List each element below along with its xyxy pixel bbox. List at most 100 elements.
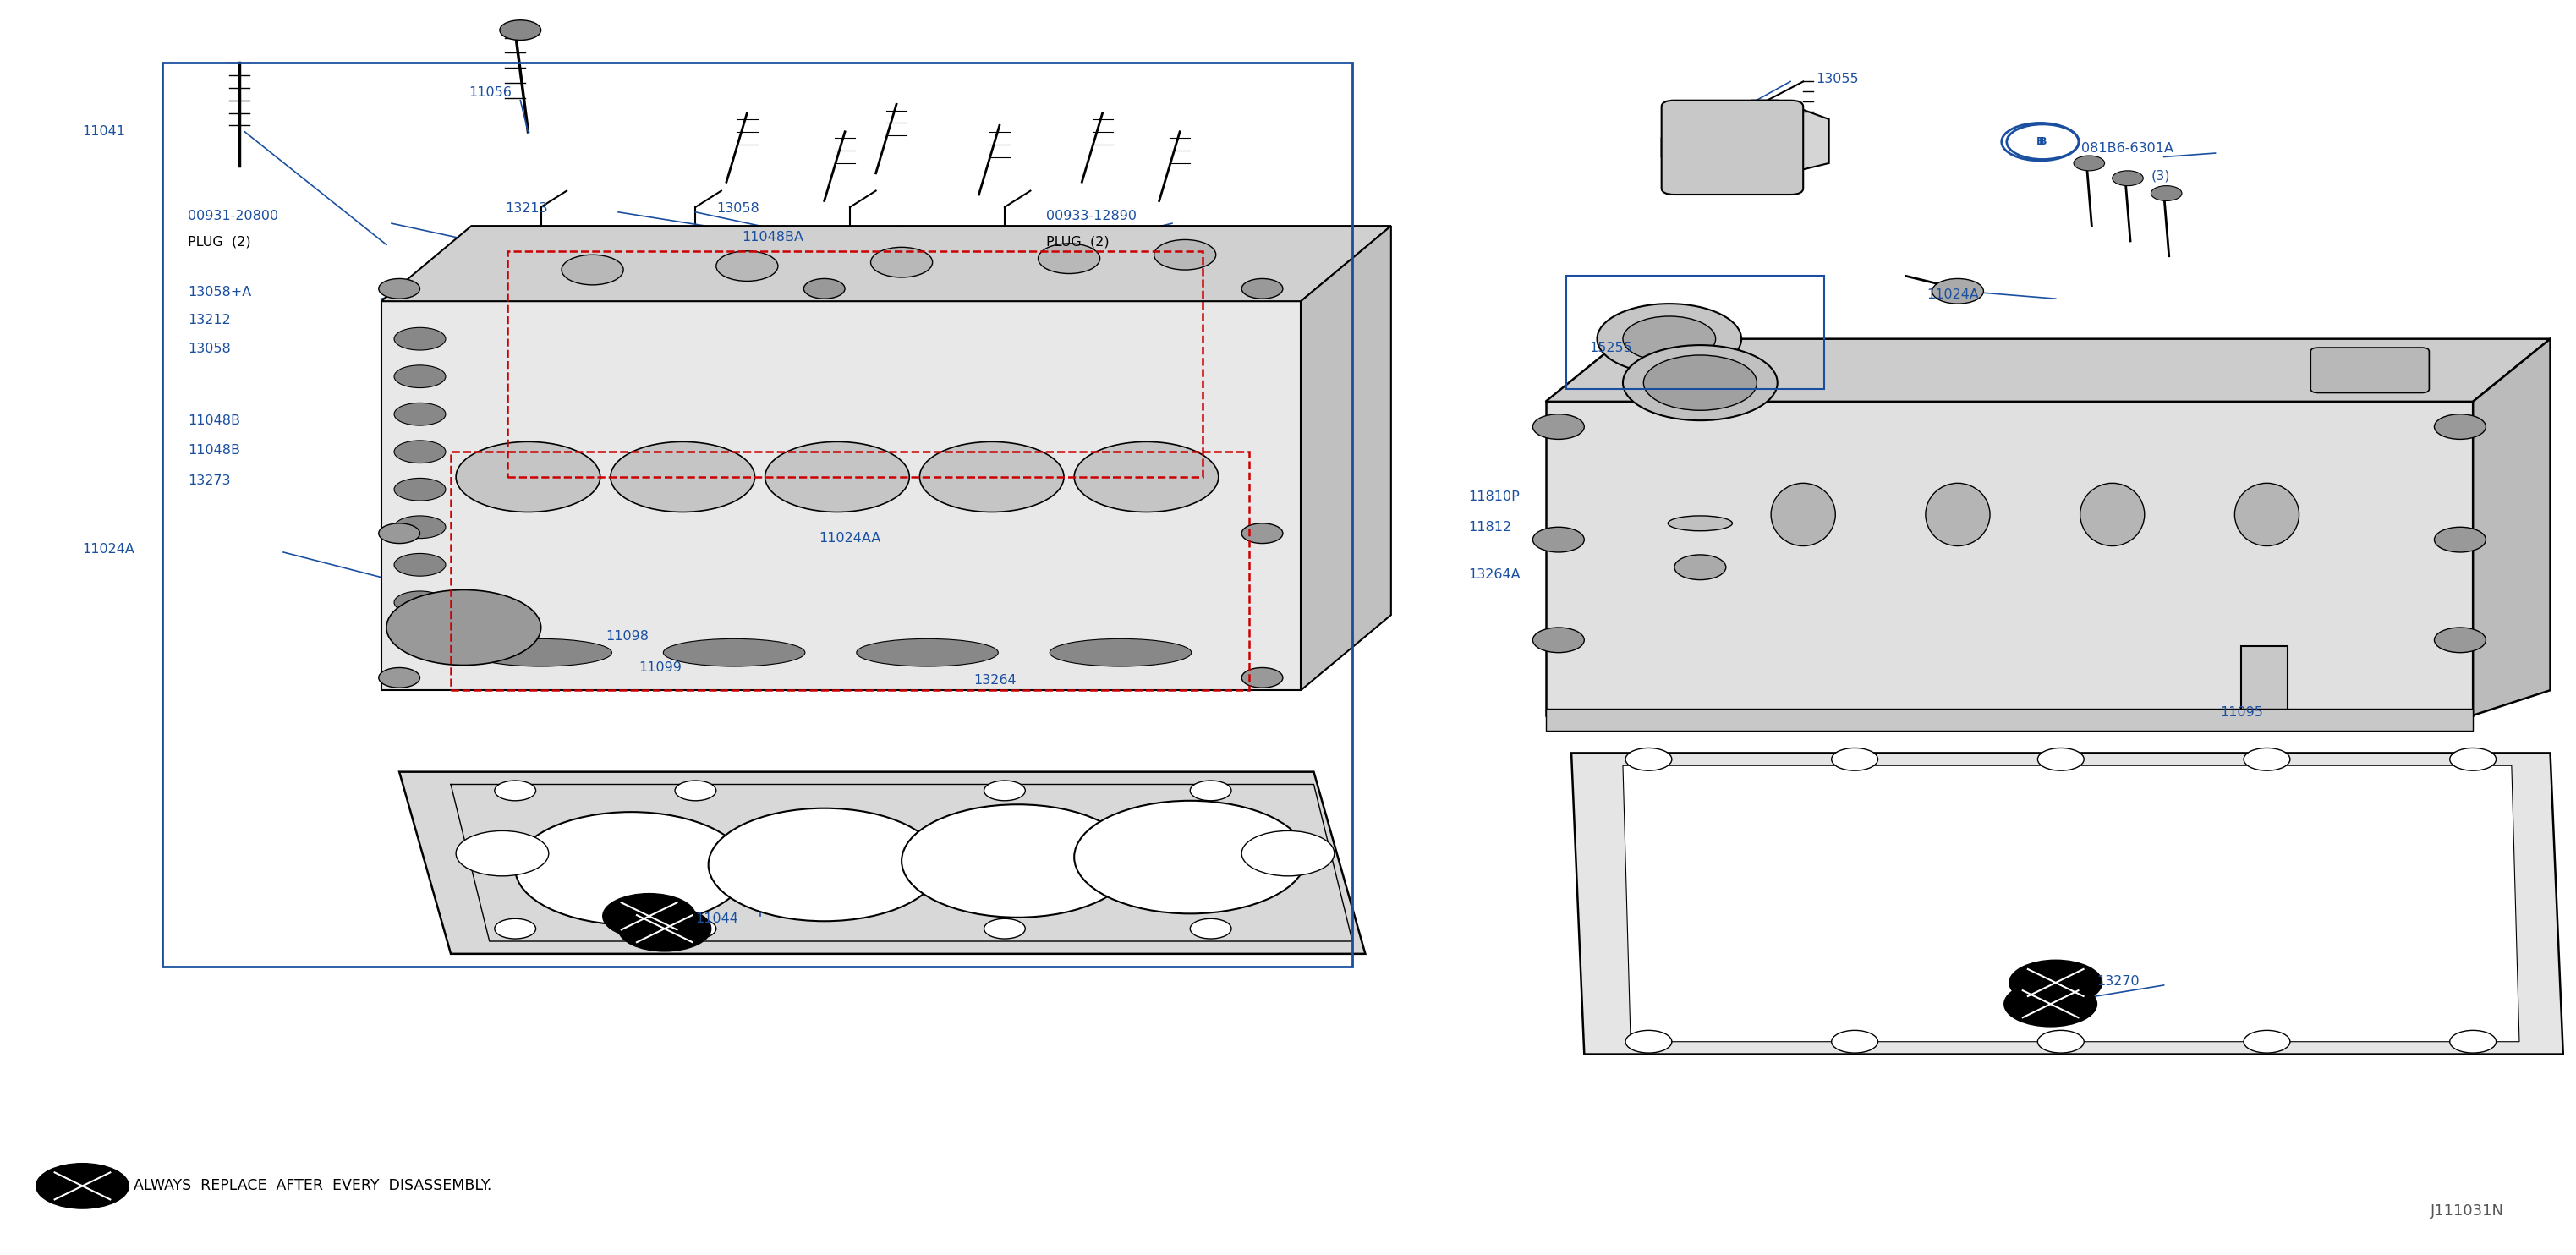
Ellipse shape xyxy=(1927,483,1989,546)
Circle shape xyxy=(804,279,845,299)
Circle shape xyxy=(1623,316,1716,361)
Text: 11812: 11812 xyxy=(1468,521,1512,533)
Circle shape xyxy=(2074,156,2105,171)
Text: 15255: 15255 xyxy=(1589,341,1633,354)
Ellipse shape xyxy=(394,403,446,425)
Ellipse shape xyxy=(662,639,804,666)
Ellipse shape xyxy=(394,591,446,614)
Text: 13264A: 13264A xyxy=(1468,569,1520,581)
Circle shape xyxy=(1625,1030,1672,1053)
Circle shape xyxy=(379,523,420,543)
Text: 00931-20800: 00931-20800 xyxy=(188,210,278,222)
Text: 13212: 13212 xyxy=(188,314,232,326)
Circle shape xyxy=(1932,279,1984,304)
Circle shape xyxy=(2450,1030,2496,1053)
Text: 11048B: 11048B xyxy=(188,414,240,427)
Circle shape xyxy=(379,279,420,299)
Circle shape xyxy=(708,808,940,921)
Circle shape xyxy=(2244,1030,2290,1053)
Text: 11810P: 11810P xyxy=(1468,491,1520,503)
Circle shape xyxy=(920,442,1064,512)
Text: 11024A: 11024A xyxy=(82,543,134,556)
Polygon shape xyxy=(1571,753,2563,1054)
Circle shape xyxy=(2434,527,2486,552)
Text: 11098: 11098 xyxy=(605,630,649,643)
Text: 11048B: 11048B xyxy=(188,444,240,457)
Text: B: B xyxy=(2038,137,2048,147)
Circle shape xyxy=(495,781,536,801)
Circle shape xyxy=(1190,919,1231,939)
Circle shape xyxy=(2434,628,2486,653)
Circle shape xyxy=(379,668,420,688)
Circle shape xyxy=(1623,345,1777,420)
Text: 00933-12890: 00933-12890 xyxy=(1046,210,1136,222)
Circle shape xyxy=(1643,355,1757,410)
Ellipse shape xyxy=(394,365,446,388)
Circle shape xyxy=(1625,748,1672,771)
Text: 13273: 13273 xyxy=(188,474,232,487)
Circle shape xyxy=(871,247,933,277)
Circle shape xyxy=(2151,186,2182,201)
Ellipse shape xyxy=(394,478,446,501)
Polygon shape xyxy=(1301,226,1391,690)
Circle shape xyxy=(1597,304,1741,374)
Polygon shape xyxy=(399,772,1365,954)
Circle shape xyxy=(2002,123,2079,161)
Text: 13270: 13270 xyxy=(2097,975,2141,988)
Ellipse shape xyxy=(2233,483,2298,546)
Circle shape xyxy=(1242,523,1283,543)
Text: 11024AA: 11024AA xyxy=(819,532,881,545)
Circle shape xyxy=(675,781,716,801)
Circle shape xyxy=(1038,243,1100,274)
Text: 11044: 11044 xyxy=(696,912,739,925)
Ellipse shape xyxy=(1669,516,1731,531)
Bar xyxy=(1566,276,1824,389)
Circle shape xyxy=(1074,801,1306,914)
Circle shape xyxy=(1190,781,1231,801)
Circle shape xyxy=(456,831,549,876)
Circle shape xyxy=(603,894,696,939)
Ellipse shape xyxy=(394,328,446,350)
Polygon shape xyxy=(1662,100,1829,182)
Circle shape xyxy=(1154,240,1216,270)
Circle shape xyxy=(1533,527,1584,552)
Polygon shape xyxy=(381,226,1391,301)
Bar xyxy=(162,63,1352,966)
Circle shape xyxy=(36,1163,129,1209)
Text: 11048BA: 11048BA xyxy=(742,231,804,243)
Text: PLUG  (2): PLUG (2) xyxy=(1046,236,1108,248)
Circle shape xyxy=(2009,960,2102,1005)
Text: J111031N: J111031N xyxy=(2429,1204,2504,1219)
Polygon shape xyxy=(381,301,1301,690)
Text: ALWAYS  REPLACE  AFTER  EVERY  DISASSEMBLY.: ALWAYS REPLACE AFTER EVERY DISASSEMBLY. xyxy=(134,1178,492,1194)
Circle shape xyxy=(611,442,755,512)
Circle shape xyxy=(1074,442,1218,512)
Ellipse shape xyxy=(855,639,997,666)
Circle shape xyxy=(1242,668,1283,688)
Circle shape xyxy=(562,255,623,285)
Text: 13213: 13213 xyxy=(505,202,549,215)
Polygon shape xyxy=(2473,339,2550,715)
Circle shape xyxy=(456,442,600,512)
Circle shape xyxy=(515,812,747,925)
Text: 11041: 11041 xyxy=(82,126,126,138)
Bar xyxy=(2241,646,2287,715)
Circle shape xyxy=(500,20,541,40)
Text: 13058+A: 13058+A xyxy=(188,286,252,299)
Circle shape xyxy=(1832,1030,1878,1053)
Text: 11056: 11056 xyxy=(469,87,513,99)
Circle shape xyxy=(1832,748,1878,771)
Bar xyxy=(451,452,1249,690)
Text: 13264: 13264 xyxy=(974,674,1018,686)
Circle shape xyxy=(386,590,541,665)
Circle shape xyxy=(984,919,1025,939)
Ellipse shape xyxy=(394,516,446,538)
Bar xyxy=(507,251,1203,477)
Ellipse shape xyxy=(1770,483,1834,546)
Circle shape xyxy=(765,442,909,512)
Circle shape xyxy=(2450,748,2496,771)
Circle shape xyxy=(2434,414,2486,439)
Circle shape xyxy=(1533,414,1584,439)
Circle shape xyxy=(716,251,778,281)
Circle shape xyxy=(618,906,711,951)
